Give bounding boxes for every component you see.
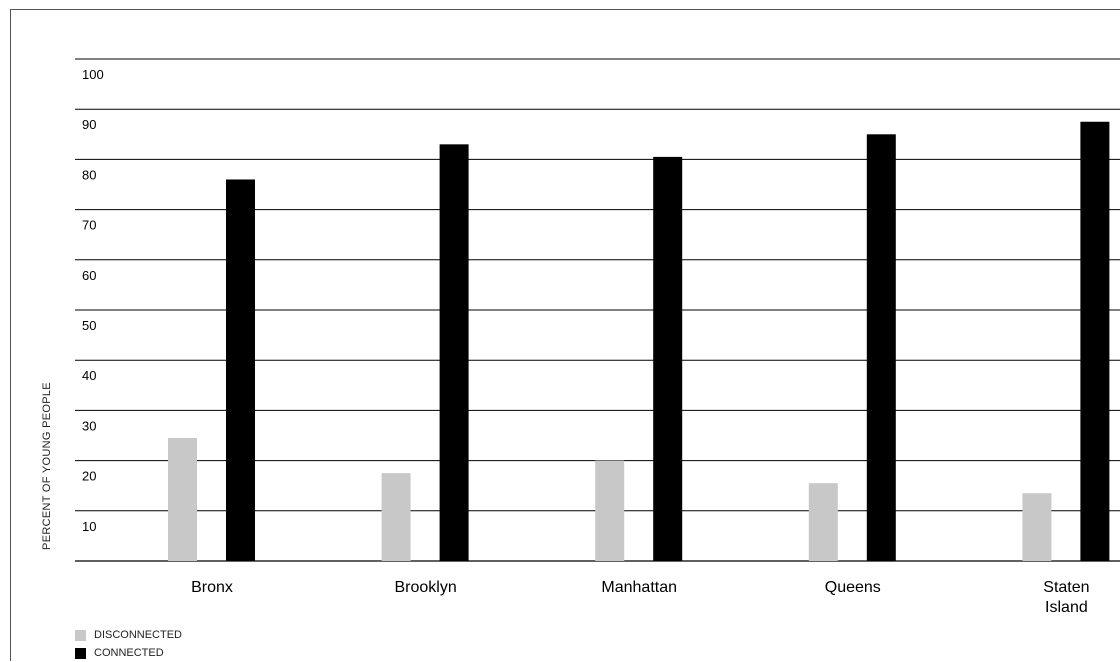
bar-disconnected-staten-island	[1022, 493, 1052, 561]
bars	[168, 121, 1110, 562]
y-tick-label: 90	[82, 117, 96, 132]
bar-connected-brooklyn	[439, 144, 469, 561]
legend-label-disconnected: DISCONNECTED	[94, 629, 183, 641]
y-tick-label: 50	[82, 318, 96, 333]
legend-swatch-connected	[75, 647, 86, 659]
legend-item-disconnected: DISCONNECTED	[75, 626, 182, 644]
x-tick-label: Queens	[825, 579, 881, 596]
x-tick-label: Bronx	[191, 579, 233, 596]
legend: DISCONNECTED CONNECTED	[75, 626, 182, 662]
x-tick-label: Island	[1045, 599, 1088, 616]
bar-disconnected-bronx	[168, 438, 197, 561]
x-tick-label: Manhattan	[601, 579, 677, 596]
y-tick-label: 60	[82, 268, 96, 283]
bar-connected-staten-island	[1080, 121, 1110, 561]
bar-disconnected-manhattan	[595, 460, 625, 561]
y-tick-label: 30	[82, 418, 96, 433]
legend-label-connected: CONNECTED	[94, 647, 164, 659]
x-tick-labels: Bronx Brooklyn Manhattan Queens Staten Island	[191, 579, 1089, 616]
y-tick-labels: 10 20 30 40 50 60 70 80 90 100	[82, 67, 104, 534]
y-tick-label: 80	[82, 167, 96, 182]
x-tick-label: Staten	[1043, 579, 1089, 596]
bar-connected-bronx	[226, 179, 255, 562]
bar-disconnected-brooklyn	[381, 473, 411, 561]
bar-connected-queens	[866, 134, 896, 562]
y-axis-label: PERCENT OF YOUNG PEOPLE	[41, 382, 53, 550]
bar-connected-manhattan	[653, 156, 683, 561]
x-tick-label: Brooklyn	[394, 579, 456, 596]
legend-swatch-disconnected	[75, 629, 86, 641]
y-tick-label: 20	[82, 469, 96, 484]
y-tick-label: 40	[82, 368, 96, 383]
y-tick-label: 100	[82, 67, 104, 82]
y-tick-label: 70	[82, 218, 96, 233]
chart-frame	[10, 9, 1120, 661]
legend-item-connected: CONNECTED	[75, 644, 182, 662]
y-tick-label: 10	[82, 519, 96, 534]
bar-disconnected-queens	[808, 483, 838, 561]
